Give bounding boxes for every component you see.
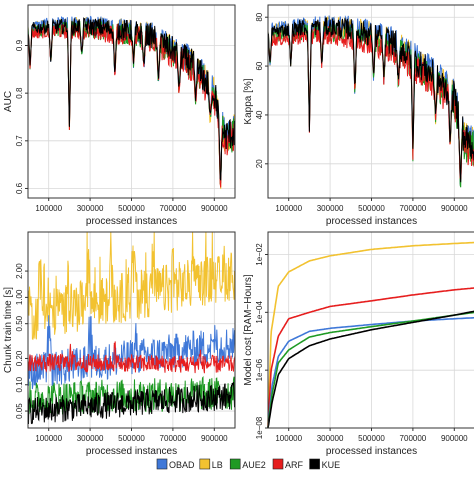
auc-axis-ticks: 100000 300000 500000 700000 900000 0.6 0.7 0.8 0… [15,39,228,213]
series-line-kue [27,382,236,425]
x-tick-label: 500000 [118,434,145,443]
y-tick-label: 1e−04 [255,301,264,324]
series-line-aue2 [267,311,474,428]
y-tick-label: 1e−08 [255,416,264,439]
y-tick-label: 2.00 [15,263,24,279]
train-time-series-lines [27,231,236,425]
y-tick-label: 60 [255,61,264,70]
model-cost-series-lines [267,241,474,428]
legend-label-lb: LB [212,460,223,470]
x-tick-label: 700000 [400,434,427,443]
series-line-kue [267,17,474,183]
y-tick-label: 1e−06 [255,358,264,381]
auc-x-axis-label: processed instances [86,216,177,227]
panel-auc: 100000 300000 500000 700000 900000 0.6 0.7 0.8 0… [3,4,236,227]
series-line-arf [267,25,474,180]
series-line-lb [267,241,474,428]
y-tick-label: 0.7 [15,135,24,147]
x-tick-label: 300000 [77,434,104,443]
series-line-kue [27,17,236,181]
kappa-y-axis-label: Kappa [%] [243,78,254,124]
legend: OBAD LB AUE2 ARF KUE [156,458,341,470]
auc-y-axis-label: AUC [3,91,14,112]
panel-kappa: 100000 300000 500000 700000 900000 20 40 60 80 p… [243,4,474,227]
panel-model-cost: 100000 300000 500000 700000 900000 1e−08 1e−06… [243,231,474,457]
model-cost-x-axis-label: processed instances [326,446,417,457]
x-tick-label: 700000 [160,204,187,213]
y-tick-label: 0.6 [15,182,24,194]
x-tick-label: 700000 [160,434,187,443]
model-cost-axis-ticks: 100000 300000 500000 700000 900000 1e−08 1e−06… [255,243,468,443]
auc-series-lines [27,15,236,189]
kappa-x-axis-label: processed instances [326,216,417,227]
legend-swatch-lb [199,458,211,470]
series-line-arf [27,341,236,374]
x-tick-label: 900000 [441,434,468,443]
legend-swatch-arf [272,458,284,470]
x-tick-label: 300000 [317,434,344,443]
train-time-x-axis-label: processed instances [86,446,177,457]
legend-label-aue2: AUE2 [242,460,266,470]
x-tick-label: 300000 [317,204,344,213]
x-tick-label: 300000 [77,204,104,213]
kappa-axis-ticks: 100000 300000 500000 700000 900000 20 40 60 80 [255,12,468,213]
y-tick-label: 20 [255,159,264,168]
x-tick-label: 100000 [275,434,302,443]
y-tick-label: 0.9 [15,39,24,51]
series-line-arf [267,287,474,428]
y-tick-label: 40 [255,110,264,119]
legend-swatch-aue2 [229,458,241,470]
y-tick-label: 0.05 [15,403,24,419]
legend-label-kue: KUE [322,460,341,470]
train-time-axis-ticks: 100000 300000 500000 700000 900000 0.05 0.10 0.… [15,263,228,443]
train-time-y-axis-label: Chunk train time [s] [3,287,14,373]
y-tick-label: 0.10 [15,376,24,392]
legend-swatch-kue [309,458,320,470]
series-line-lb [27,231,236,341]
x-tick-label: 900000 [201,434,228,443]
x-tick-label: 500000 [118,204,145,213]
panel-train-time: 100000 300000 500000 700000 900000 0.05 0.10 0.… [3,231,236,457]
x-tick-label: 100000 [275,204,302,213]
model-cost-y-axis-label: Model cost [RAM−Hours] [243,274,254,386]
series-line-obad [267,316,474,428]
y-tick-label: 0.20 [15,350,24,366]
x-tick-label: 100000 [35,434,62,443]
y-tick-label: 80 [255,12,264,21]
legend-label-obad: OBAD [169,460,195,470]
y-tick-label: 1.00 [15,289,24,305]
x-tick-label: 900000 [441,204,468,213]
legend-swatch-obad [156,458,168,470]
y-tick-label: 1e−02 [255,243,264,266]
kappa-series-lines [267,15,474,188]
series-line-kue [267,310,474,428]
x-tick-label: 500000 [358,434,385,443]
x-tick-label: 100000 [35,204,62,213]
y-tick-label: 0.8 [15,87,24,99]
x-tick-label: 700000 [400,204,427,213]
y-tick-label: 0.50 [15,315,24,331]
x-tick-label: 900000 [201,204,228,213]
x-tick-label: 500000 [358,204,385,213]
legend-label-arf: ARF [285,460,304,470]
